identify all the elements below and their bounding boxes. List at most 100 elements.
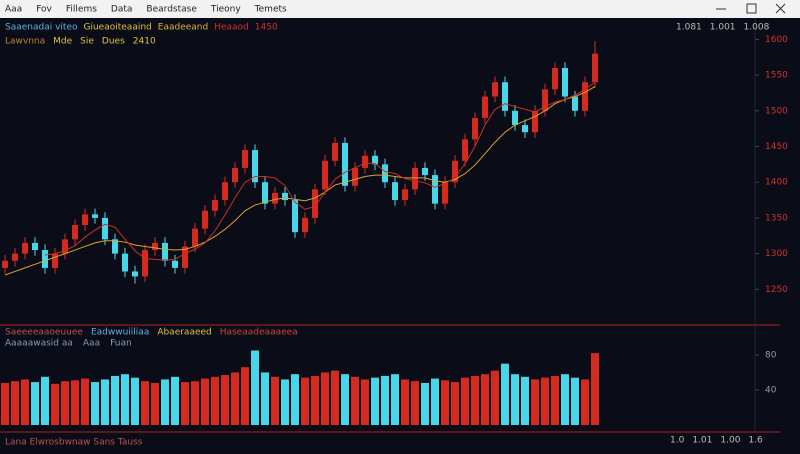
candle-body bbox=[222, 182, 228, 201]
y-tick-label: 1450 bbox=[765, 142, 788, 152]
lower-bar bbox=[221, 375, 229, 425]
lower-bar bbox=[501, 363, 509, 425]
menu-item[interactable]: Data bbox=[111, 5, 133, 15]
status-value: 1.008 bbox=[744, 23, 770, 33]
menu-item[interactable]: Beardstase bbox=[146, 5, 197, 15]
lower-bar bbox=[551, 375, 559, 425]
lower-bar bbox=[171, 376, 179, 425]
indicator-label: Giueaoiteaaind bbox=[84, 23, 152, 33]
lower-bar bbox=[521, 376, 529, 425]
menu-item[interactable]: Tieony bbox=[210, 5, 241, 15]
lower-bar bbox=[281, 379, 289, 425]
lower-bar bbox=[511, 374, 519, 425]
candle-body bbox=[322, 160, 328, 190]
candle-body bbox=[182, 246, 188, 268]
lower-bar bbox=[491, 370, 499, 425]
candle-body bbox=[232, 167, 238, 183]
panel-label: Aaa bbox=[83, 339, 100, 349]
candle-body bbox=[112, 239, 118, 254]
candle-body bbox=[262, 182, 268, 204]
candle-body bbox=[142, 250, 148, 277]
lower-bar bbox=[31, 382, 39, 425]
candle-body bbox=[382, 164, 388, 183]
candle-body bbox=[202, 210, 208, 229]
maximize-button[interactable] bbox=[746, 3, 757, 14]
candle-body bbox=[422, 167, 428, 176]
candle-body bbox=[152, 242, 158, 251]
lower-bar bbox=[81, 378, 89, 425]
candle-body bbox=[252, 150, 258, 183]
lower-bar bbox=[71, 380, 79, 425]
candle-body bbox=[342, 142, 348, 186]
lower-bar bbox=[301, 377, 309, 425]
lower-bar bbox=[181, 382, 189, 425]
lower-bar bbox=[21, 379, 29, 425]
indicator-label: Eaadeeand bbox=[158, 23, 208, 33]
status-value: 1.001 bbox=[710, 23, 736, 33]
lower-bar bbox=[61, 381, 69, 425]
lower-bar bbox=[431, 378, 439, 425]
candle-body bbox=[592, 53, 598, 83]
candle-body bbox=[22, 242, 28, 254]
panel-label: Eadwwuiiliaa bbox=[91, 328, 149, 338]
indicator-label: Heaaod bbox=[214, 23, 249, 33]
panel-label: Abaeraaeed bbox=[157, 328, 211, 338]
status-value: 1.081 bbox=[676, 23, 702, 33]
indicator-label: Sie bbox=[80, 37, 94, 47]
candle-body bbox=[12, 253, 18, 261]
candle-body bbox=[522, 125, 528, 133]
candle-body bbox=[302, 217, 308, 233]
lower-bar bbox=[211, 376, 219, 425]
menu-item[interactable]: Temets bbox=[254, 5, 287, 15]
candle-body bbox=[82, 214, 88, 226]
menu-item[interactable]: Aaa bbox=[5, 5, 22, 15]
candle-body bbox=[132, 271, 138, 277]
y-tick-label: 40 bbox=[765, 385, 777, 395]
lower-bar bbox=[191, 381, 199, 425]
candle-body bbox=[372, 155, 378, 165]
panel-label: Haseaadeaaaeea bbox=[220, 328, 298, 338]
candle-body bbox=[102, 217, 108, 240]
lower-bar bbox=[411, 381, 419, 425]
lower-bar bbox=[111, 375, 119, 425]
lower-bar bbox=[161, 379, 169, 425]
candle-body bbox=[492, 82, 498, 97]
candle-body bbox=[32, 242, 38, 251]
candle-body bbox=[162, 242, 168, 261]
candle-body bbox=[582, 82, 588, 111]
menu-item[interactable]: Fov bbox=[36, 5, 52, 15]
lower-bar bbox=[541, 377, 549, 425]
lower-bar bbox=[531, 379, 539, 425]
lower-bar bbox=[51, 383, 59, 425]
candle-body bbox=[332, 142, 338, 161]
menu-item[interactable]: Fillems bbox=[66, 5, 97, 15]
candle-body bbox=[52, 253, 58, 268]
indicator-label: Dues bbox=[102, 37, 125, 47]
lower-bar bbox=[561, 374, 569, 425]
footer-value: 1.6 bbox=[748, 436, 763, 446]
lower-bar bbox=[131, 377, 139, 425]
indicator-label: Saaenadai viteo bbox=[5, 23, 78, 33]
window-controls[interactable] bbox=[716, 3, 786, 14]
candle-body bbox=[62, 239, 68, 254]
menu-bar bbox=[0, 0, 800, 18]
indicator-label: 2410 bbox=[133, 37, 156, 47]
candle-body bbox=[292, 200, 298, 233]
lower-bar bbox=[141, 381, 149, 425]
candle-body bbox=[432, 175, 438, 204]
y-tick-label: 1500 bbox=[765, 106, 788, 116]
lower-bar bbox=[401, 379, 409, 425]
candle-body bbox=[512, 110, 518, 126]
lower-bar bbox=[361, 379, 369, 425]
close-button[interactable] bbox=[775, 3, 786, 14]
lower-bar bbox=[391, 374, 399, 425]
candle-body bbox=[532, 110, 538, 133]
y-tick-label: 1400 bbox=[765, 178, 788, 188]
lower-bar bbox=[581, 379, 589, 425]
candle-body bbox=[472, 117, 478, 140]
lower-bar bbox=[421, 382, 429, 425]
candle-body bbox=[212, 200, 218, 211]
moving-average-line bbox=[44, 81, 596, 261]
lower-bar bbox=[251, 350, 259, 425]
candle-body bbox=[452, 160, 458, 183]
